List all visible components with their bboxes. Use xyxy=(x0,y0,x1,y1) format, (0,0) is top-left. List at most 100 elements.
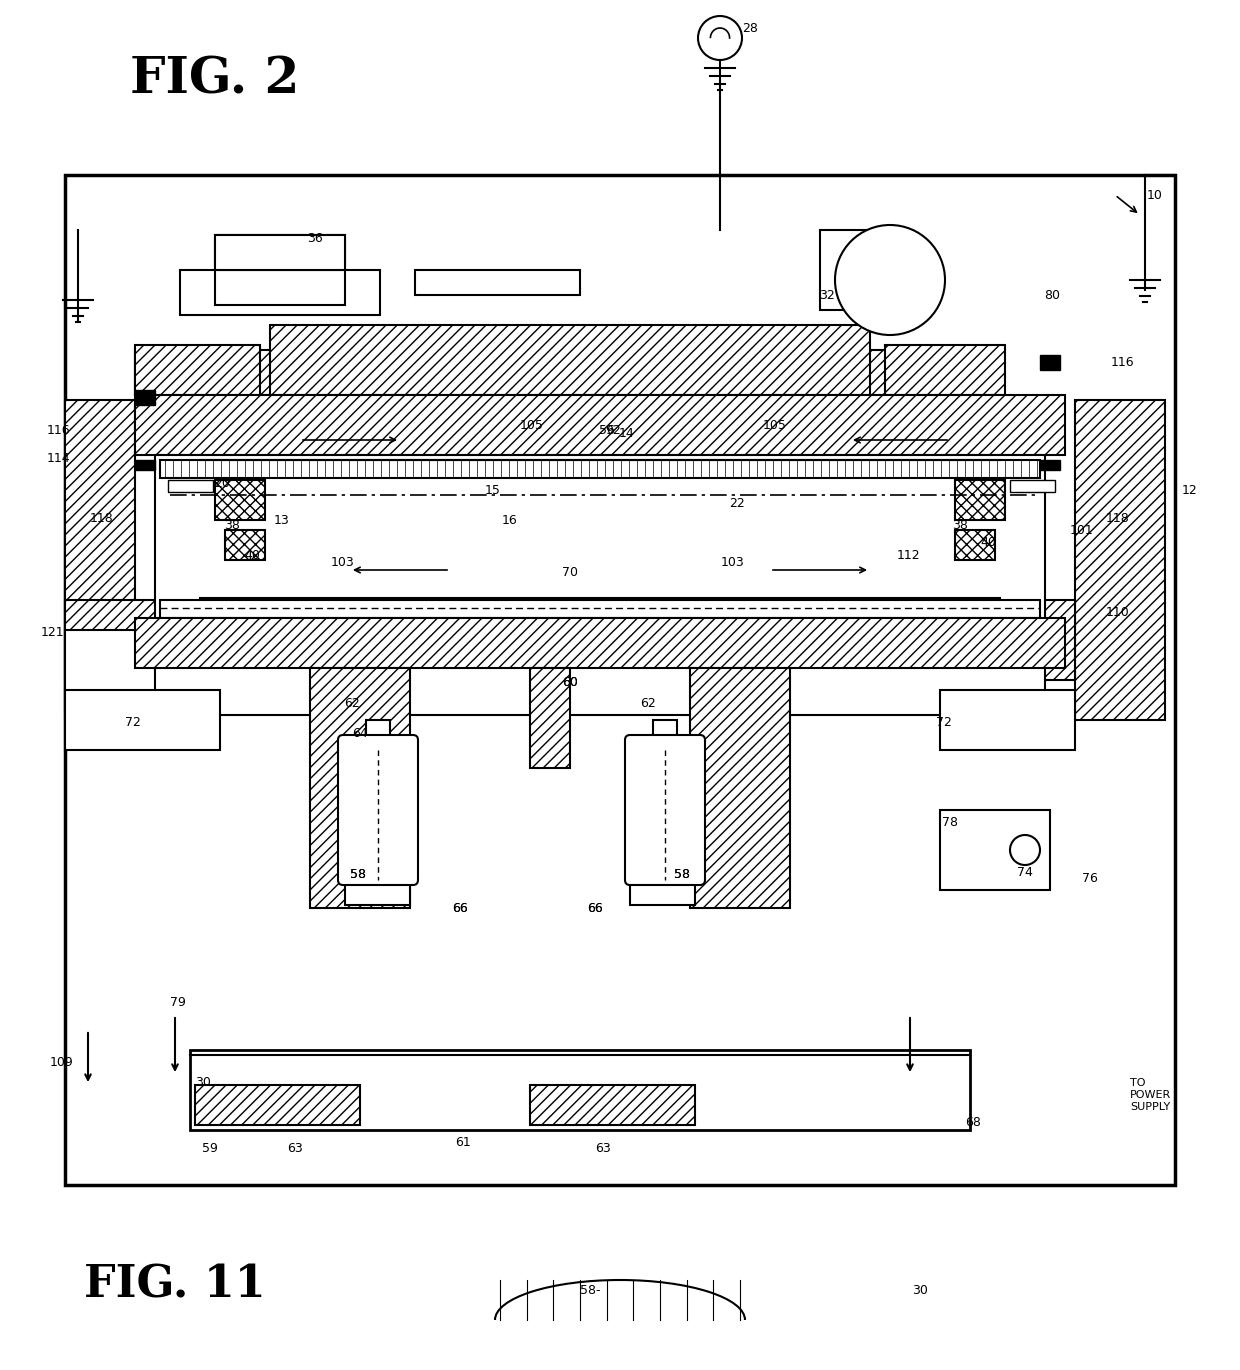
Text: 62: 62 xyxy=(345,696,360,710)
Bar xyxy=(195,1085,360,1125)
Text: 28: 28 xyxy=(742,22,758,34)
Bar xyxy=(215,236,345,270)
Text: 105: 105 xyxy=(520,418,544,432)
Bar xyxy=(529,1085,694,1125)
Bar xyxy=(1040,460,1060,470)
Bar xyxy=(64,630,165,710)
Text: 66: 66 xyxy=(453,901,467,915)
Text: 58-: 58- xyxy=(580,1284,600,1296)
Bar xyxy=(1011,479,1055,492)
Bar xyxy=(64,175,1176,1185)
Bar xyxy=(940,690,1075,749)
Bar xyxy=(64,400,135,721)
Text: 40: 40 xyxy=(244,548,260,562)
Bar xyxy=(940,810,1050,890)
Text: 114: 114 xyxy=(46,452,69,464)
Bar xyxy=(630,860,694,906)
Text: 116: 116 xyxy=(46,423,69,437)
Bar xyxy=(135,395,1065,455)
Text: 63: 63 xyxy=(595,1141,611,1155)
Text: 58: 58 xyxy=(675,869,689,881)
Text: 105: 105 xyxy=(763,418,787,432)
Text: 60: 60 xyxy=(562,675,578,689)
Text: 76: 76 xyxy=(1083,871,1097,885)
Bar xyxy=(955,479,1004,521)
Bar xyxy=(689,669,790,908)
FancyBboxPatch shape xyxy=(625,734,706,885)
Text: 72: 72 xyxy=(125,715,141,729)
Text: 36: 36 xyxy=(308,232,322,244)
Bar xyxy=(135,345,260,395)
Text: 61: 61 xyxy=(455,1137,471,1149)
Text: 118: 118 xyxy=(91,511,114,525)
Text: 68: 68 xyxy=(965,1115,981,1129)
Bar xyxy=(529,669,570,769)
Text: 58: 58 xyxy=(350,869,366,881)
Text: 15: 15 xyxy=(485,484,501,496)
Bar xyxy=(215,270,345,306)
Text: 110: 110 xyxy=(1106,606,1130,618)
Text: 101: 101 xyxy=(1070,523,1094,537)
Bar xyxy=(135,390,155,406)
Text: 10: 10 xyxy=(1147,189,1163,201)
Text: 20: 20 xyxy=(215,477,229,489)
Bar xyxy=(167,479,213,492)
Bar xyxy=(1075,400,1166,721)
Text: 103: 103 xyxy=(722,555,745,569)
Bar xyxy=(135,618,1065,669)
Text: 118: 118 xyxy=(1106,511,1130,525)
Text: 70: 70 xyxy=(562,566,578,578)
Text: 16: 16 xyxy=(502,514,518,526)
Text: 30: 30 xyxy=(913,1284,928,1296)
Text: 59: 59 xyxy=(202,1141,218,1155)
Bar xyxy=(310,669,410,908)
Text: 30: 30 xyxy=(195,1075,211,1089)
Text: 112: 112 xyxy=(897,548,920,562)
Text: 14: 14 xyxy=(619,426,635,440)
Bar xyxy=(135,349,915,395)
Bar xyxy=(366,721,391,749)
Circle shape xyxy=(835,225,945,336)
Text: 92: 92 xyxy=(605,423,621,437)
Bar xyxy=(345,860,410,906)
Text: 56: 56 xyxy=(599,423,615,437)
Text: 103: 103 xyxy=(331,555,355,569)
Circle shape xyxy=(1011,834,1040,864)
Text: 116: 116 xyxy=(1110,355,1133,369)
Bar xyxy=(999,600,1075,680)
Bar xyxy=(64,600,165,680)
Bar xyxy=(160,460,1040,478)
Bar xyxy=(155,455,1045,715)
Bar xyxy=(64,690,219,749)
Text: TO
POWER
SUPPLY: TO POWER SUPPLY xyxy=(1130,1078,1172,1111)
Bar xyxy=(885,345,1004,395)
Text: 32: 32 xyxy=(820,289,835,301)
Text: 66: 66 xyxy=(587,901,603,915)
Text: 13: 13 xyxy=(274,514,290,526)
Text: 12: 12 xyxy=(1182,484,1198,496)
Bar xyxy=(270,325,870,395)
Bar xyxy=(653,721,677,749)
Text: 121: 121 xyxy=(40,626,63,638)
Text: 72: 72 xyxy=(936,715,952,729)
Bar xyxy=(160,600,1040,618)
Bar xyxy=(415,270,580,295)
Bar xyxy=(955,530,994,560)
Text: 60: 60 xyxy=(562,675,578,689)
Text: 22: 22 xyxy=(729,496,745,510)
FancyBboxPatch shape xyxy=(339,734,418,885)
Text: 80: 80 xyxy=(1044,289,1060,301)
Text: 38: 38 xyxy=(952,518,968,532)
Text: 58: 58 xyxy=(350,869,366,881)
Bar xyxy=(820,230,870,310)
Text: 109: 109 xyxy=(50,1056,74,1070)
Bar xyxy=(190,1049,970,1130)
Bar xyxy=(215,479,265,521)
Text: 40: 40 xyxy=(980,536,996,548)
Text: 63: 63 xyxy=(288,1141,303,1155)
Text: 38: 38 xyxy=(224,518,239,532)
Text: 79: 79 xyxy=(170,996,186,1010)
Bar xyxy=(224,530,265,560)
Bar xyxy=(180,270,379,315)
Bar xyxy=(135,460,155,470)
